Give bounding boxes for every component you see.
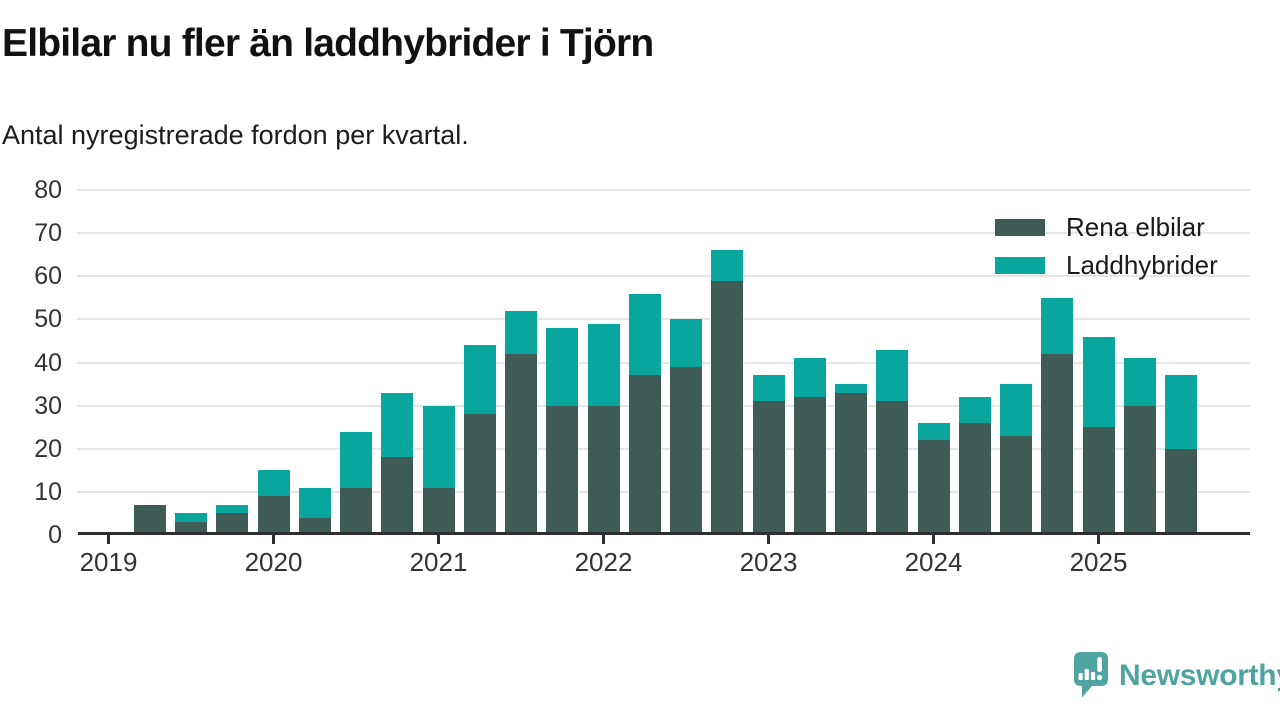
bar-segment-laddhybrider [298, 487, 331, 518]
y-axis-tick-label: 50 [34, 305, 62, 334]
x-axis-year-label: 2020 [244, 547, 303, 577]
bar-segment-elbilar [835, 392, 867, 535]
bar-segment-laddhybrider [1165, 375, 1197, 449]
bar-segment-laddhybrider [175, 513, 207, 523]
bar-segment-laddhybrider [216, 504, 249, 514]
bar-segment-elbilar [752, 401, 785, 535]
chart-title: Elbilar nu fler än laddhybrider i Tjörn [2, 22, 654, 65]
bar-segment-elbilar [670, 366, 702, 535]
bar-segment-elbilar [958, 422, 991, 535]
bar-segment-laddhybrider [1123, 358, 1156, 406]
y-axis-tick-label: 80 [34, 176, 62, 204]
x-axis-year-label: 2022 [574, 547, 633, 577]
bar-segment-elbilar [1082, 427, 1115, 535]
bar-segment-laddhybrider [381, 392, 414, 458]
bar-segment-laddhybrider [546, 328, 579, 406]
bar-segment-laddhybrider [793, 358, 826, 397]
bar-segment-elbilar [917, 440, 950, 535]
bar-segment-elbilar [257, 496, 290, 535]
bar-segment-elbilar [587, 405, 620, 535]
gridline-y40 [77, 361, 1250, 364]
newsworthy-logo-icon [1074, 652, 1108, 698]
bar-segment-elbilar [505, 353, 537, 535]
bar-segment-laddhybrider [587, 323, 620, 406]
gridline-y60 [77, 275, 1250, 278]
bar-segment-laddhybrider [752, 375, 785, 402]
bar-segment-laddhybrider [422, 405, 455, 488]
bar-segment-elbilar [711, 280, 744, 535]
bar-segment-elbilar [298, 517, 331, 535]
bar-segment-elbilar [628, 375, 661, 535]
bar-segment-elbilar [133, 504, 166, 535]
x-axis-tick [1097, 535, 1100, 544]
x-axis-tick [932, 535, 935, 544]
x-axis-tick [272, 535, 275, 544]
y-axis-tick-label: 40 [34, 348, 62, 377]
chart-subtitle: Antal nyregistrerade fordon per kvartal. [2, 120, 469, 150]
x-axis-tick [437, 535, 440, 544]
x-axis-year-label: 2021 [409, 547, 468, 577]
x-axis-year-label: 2019 [79, 547, 138, 577]
legend-label: Rena elbilar [1066, 211, 1205, 242]
bar-segment-elbilar [1000, 435, 1032, 535]
x-axis-line [78, 532, 1250, 535]
bar-segment-laddhybrider [1041, 297, 1074, 354]
x-axis-year-label: 2024 [904, 547, 963, 577]
legend-label: Laddhybrider [1066, 249, 1218, 280]
gridline-y80 [77, 189, 1250, 191]
legend-item: Laddhybrider [995, 250, 1218, 280]
x-axis-year-label: 2025 [1069, 547, 1128, 577]
bar-segment-elbilar [1123, 405, 1156, 535]
legend: Rena elbilar Laddhybrider [995, 212, 1218, 292]
legend-swatch-icon [995, 218, 1045, 236]
gridline-y30 [77, 404, 1250, 407]
gridline-y70 [77, 232, 1250, 235]
bar-segment-elbilar [876, 401, 909, 535]
bar-segment-laddhybrider [917, 422, 950, 441]
bar-segment-laddhybrider [1000, 384, 1032, 436]
y-axis-tick-label: 0 [48, 521, 62, 549]
bar-segment-laddhybrider [505, 310, 537, 354]
bar-segment-elbilar [463, 414, 496, 535]
bar-segment-elbilar [381, 457, 414, 535]
y-axis-tick-label: 30 [34, 391, 62, 420]
bar-segment-elbilar [546, 405, 579, 535]
bar-segment-elbilar [1165, 448, 1197, 535]
y-axis-tick-label: 20 [34, 434, 62, 463]
bar-segment-laddhybrider [670, 319, 702, 367]
x-axis-year-label: 2023 [739, 547, 798, 577]
x-axis-tick [107, 535, 110, 544]
bar-segment-laddhybrider [463, 345, 496, 415]
gridline-y10 [77, 490, 1250, 493]
bar-segment-laddhybrider [958, 397, 991, 423]
x-axis-tick [602, 535, 605, 544]
x-axis-tick [767, 535, 770, 544]
gridline-y50 [77, 318, 1250, 321]
bar-segment-laddhybrider [876, 349, 909, 402]
bar-segment-elbilar [1041, 353, 1074, 535]
brand-footer: Newsworthy [1072, 650, 1280, 700]
legend-swatch-icon [995, 256, 1045, 274]
bar-segment-laddhybrider [711, 250, 744, 281]
bar-segment-laddhybrider [257, 470, 290, 497]
bar-segment-laddhybrider [340, 431, 372, 488]
bar-segment-elbilar [793, 397, 826, 535]
bar-segment-laddhybrider [1082, 336, 1115, 428]
bar-segment-laddhybrider [835, 384, 867, 393]
gridline-y20 [77, 447, 1250, 450]
bar-segment-elbilar [175, 522, 207, 535]
brand-name: Newsworthy [1119, 659, 1280, 692]
bar-segment-elbilar [422, 487, 455, 535]
bar-segment-elbilar [216, 513, 249, 535]
y-axis-tick-label: 10 [34, 477, 62, 506]
y-axis-tick-label: 70 [34, 219, 62, 248]
bar-segment-elbilar [340, 487, 372, 535]
legend-item: Rena elbilar [995, 212, 1218, 242]
bar-segment-laddhybrider [628, 293, 661, 376]
y-axis-tick-label: 60 [34, 262, 62, 291]
